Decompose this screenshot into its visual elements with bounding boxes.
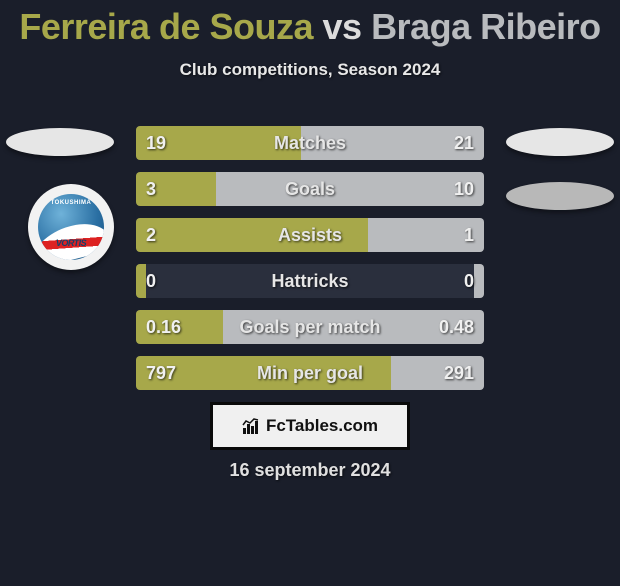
chart-icon (242, 417, 260, 435)
stat-value-right: 291 (434, 356, 484, 390)
stat-value-left: 0 (136, 264, 166, 298)
stat-value-right: 0 (454, 264, 484, 298)
stat-value-left: 2 (136, 218, 166, 252)
subtitle: Club competitions, Season 2024 (0, 60, 620, 80)
stat-value-right: 21 (444, 126, 484, 160)
stat-label: Hattricks (136, 264, 484, 298)
stat-label: Matches (136, 126, 484, 160)
stat-row: Assists2 1 (136, 218, 484, 252)
stat-row: Goals3 10 (136, 172, 484, 206)
stat-value-left: 0.16 (136, 310, 191, 344)
stat-row: Goals per match0.160.48 (136, 310, 484, 344)
stat-value-left: 797 (136, 356, 186, 390)
stat-label: Goals (136, 172, 484, 206)
stat-value-right: 0.48 (429, 310, 484, 344)
stats-grid: Matches1921Goals310Assists21Hattricks00G… (136, 126, 484, 402)
player2-club-placeholder (506, 182, 614, 210)
stat-label: Assists (136, 218, 484, 252)
stat-value-right: 10 (444, 172, 484, 206)
player1-name: Ferreira de Souza (19, 6, 313, 47)
badge-swirl (38, 216, 104, 260)
comparison-title: Ferreira de Souza vs Braga Ribeiro (0, 6, 620, 48)
vs-text: vs (323, 6, 362, 47)
date-text: 16 september 2024 (0, 460, 620, 481)
player2-name: Braga Ribeiro (371, 6, 601, 47)
stat-row: Min per goal797 291 (136, 356, 484, 390)
stat-value-left: 19 (136, 126, 176, 160)
branding-box: FcTables.com (210, 402, 410, 450)
player2-photo-placeholder (506, 128, 614, 156)
player1-photo-placeholder (6, 128, 114, 156)
stat-row: Hattricks0 0 (136, 264, 484, 298)
stat-value-left: 3 (136, 172, 166, 206)
badge-top-text: TOKUSHIMA (38, 200, 104, 206)
stat-row: Matches19 21 (136, 126, 484, 160)
stat-label: Min per goal (136, 356, 484, 390)
stat-value-right: 1 (454, 218, 484, 252)
player1-club-badge: TOKUSHIMA (28, 184, 114, 270)
branding-text: FcTables.com (266, 416, 378, 436)
